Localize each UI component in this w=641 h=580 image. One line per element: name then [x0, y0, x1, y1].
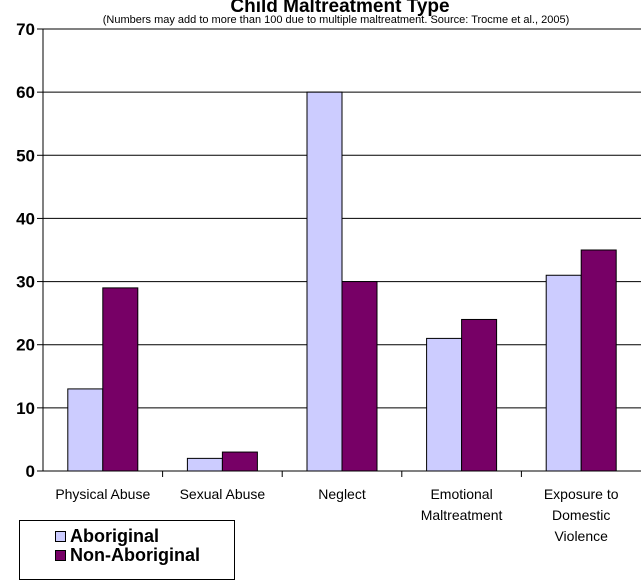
legend: Aboriginal Non-Aboriginal [19, 520, 235, 580]
x-tick-label: Emotional Maltreatment [421, 486, 503, 523]
x-tick-label: Neglect [318, 486, 366, 502]
bar-non-aboriginal [341, 281, 378, 472]
chart-subtitle: (Numbers may add to more than 100 due to… [103, 14, 570, 26]
bar-aboriginal [186, 457, 223, 472]
bar-non-aboriginal [102, 287, 139, 472]
bar-aboriginal [545, 274, 582, 472]
legend-label-aboriginal: Aboriginal [70, 526, 159, 546]
bars [67, 91, 617, 472]
legend-item-aboriginal: Aboriginal [55, 527, 234, 546]
legend-label-non-aboriginal: Non-Aboriginal [70, 545, 200, 565]
y-tick-label: 0 [26, 462, 35, 481]
y-axis-ticks: 0 10 20 30 40 50 60 70 [16, 20, 43, 481]
legend-swatch-aboriginal [55, 531, 66, 542]
y-tick-label: 20 [16, 336, 35, 355]
x-tick-label: Exposure to Domestic Violence [544, 486, 619, 544]
y-tick-label: 60 [16, 83, 35, 102]
y-tick-label: 70 [16, 20, 35, 39]
y-tick-label: 40 [16, 209, 35, 228]
y-tick-label: 30 [16, 273, 35, 292]
bar-non-aboriginal [580, 249, 617, 472]
bar-aboriginal [67, 388, 104, 472]
axes [42, 29, 641, 477]
x-axis-ticks: Physical Abuse Sexual Abuse Neglect Emotion… [55, 486, 618, 544]
y-tick-label: 50 [16, 146, 35, 165]
x-tick-label: Sexual Abuse [180, 486, 266, 502]
bar-aboriginal [426, 337, 463, 472]
bar-non-aboriginal [461, 318, 498, 472]
legend-swatch-non-aboriginal [55, 550, 66, 561]
bar-aboriginal [306, 91, 343, 472]
y-tick-label: 10 [16, 399, 35, 418]
chart-title: Child Maltreatment Type [230, 0, 449, 17]
bar-non-aboriginal [221, 451, 258, 472]
x-tick-label: Physical Abuse [55, 486, 150, 502]
legend-item-non-aboriginal: Non-Aboriginal [55, 546, 234, 565]
